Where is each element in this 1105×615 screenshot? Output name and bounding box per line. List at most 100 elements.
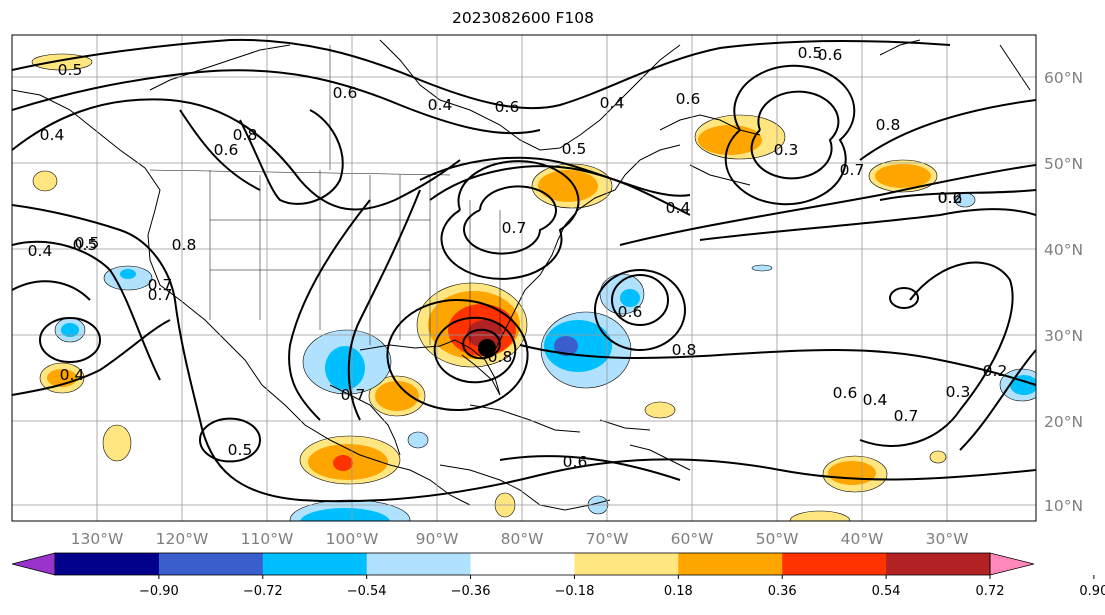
contour-label: 0.7 bbox=[840, 161, 865, 179]
lon-label: 60°W bbox=[671, 530, 714, 548]
map-area bbox=[12, 35, 1036, 521]
lon-label: 130°W bbox=[71, 530, 124, 548]
contour-label: 0.8 bbox=[172, 236, 197, 254]
contour-label: 0.5 bbox=[228, 441, 253, 459]
colorbar-segment bbox=[55, 553, 160, 575]
colorbar-tick-label: 0.54 bbox=[872, 584, 901, 599]
contour-label: 0.2 bbox=[983, 362, 1008, 380]
shaded-fill-positive bbox=[31, 53, 947, 521]
coastlines bbox=[12, 39, 1031, 511]
contour-label: 0.4 bbox=[40, 126, 65, 144]
colorbar-segment bbox=[678, 553, 783, 575]
lat-label: 60°N bbox=[1044, 69, 1083, 87]
fill-orange bbox=[375, 381, 419, 411]
colorbar-segment bbox=[574, 553, 679, 575]
lon-label: 70°W bbox=[586, 530, 629, 548]
contour-label: 0.6 bbox=[938, 189, 963, 207]
colorbar: −0.90 −0.72 −0.54 −0.36 −0.18 0.18 0.36 0.54 0.7… bbox=[11, 552, 1105, 599]
fill-red bbox=[333, 455, 353, 471]
contour-label: 0.8 bbox=[672, 341, 697, 359]
contour-label: 0.5 bbox=[58, 61, 83, 79]
fill-yellow bbox=[32, 170, 58, 192]
fill-orange bbox=[828, 461, 876, 485]
contour-label: 0.6 bbox=[618, 303, 643, 321]
fill-yellow bbox=[644, 401, 676, 419]
lon-label: 90°W bbox=[416, 530, 459, 548]
longitude-labels: 130°W 120°W 110°W 100°W 90°W 80°W 70°W 6… bbox=[71, 530, 969, 548]
lat-label: 20°N bbox=[1044, 413, 1083, 431]
colorbar-tick-label: 0.36 bbox=[768, 584, 797, 599]
contour-label: 0.2 bbox=[938, 189, 963, 207]
colorbar-tick-label: −0.90 bbox=[139, 584, 179, 599]
shaded-fill-negative bbox=[54, 192, 1036, 521]
colorbar-tick-label: 0.18 bbox=[664, 584, 693, 599]
lon-label: 110°W bbox=[241, 530, 294, 548]
contour-labels: 0.60.50.40.50.40.60.80.40.50.60.70.80.70… bbox=[28, 44, 1008, 471]
lat-label: 10°N bbox=[1044, 497, 1083, 515]
fill-orange bbox=[875, 164, 931, 188]
contour-label: 0.4 bbox=[28, 242, 53, 260]
contour-label: 0.7 bbox=[894, 407, 919, 425]
state-borders bbox=[149, 45, 501, 345]
contour-label: 0.4 bbox=[60, 366, 85, 384]
contour-label: 0.7 bbox=[502, 219, 527, 237]
lon-label: 120°W bbox=[156, 530, 209, 548]
contour-label: 0.4 bbox=[600, 94, 625, 112]
colorbar-tick-label: −0.72 bbox=[243, 584, 283, 599]
fill-yellow bbox=[102, 424, 132, 462]
lon-label: 100°W bbox=[326, 530, 379, 548]
colorbar-tick-label: 0.72 bbox=[976, 584, 1005, 599]
fill-blue bbox=[325, 346, 365, 390]
lat-label: 40°N bbox=[1044, 241, 1083, 259]
colorbar-tick-label: −0.18 bbox=[555, 584, 595, 599]
lon-label: 80°W bbox=[501, 530, 544, 548]
contour-label: 0.6 bbox=[818, 46, 843, 64]
lon-label: 30°W bbox=[926, 530, 969, 548]
contour-label: 0.6 bbox=[214, 141, 239, 159]
latitude-labels: 60°N 50°N 40°N 30°N 20°N 10°N bbox=[1044, 69, 1083, 515]
contour-label: 0.6 bbox=[563, 453, 588, 471]
contour-label: 0.4 bbox=[863, 391, 888, 409]
contour-label: 0.7 bbox=[148, 286, 173, 304]
colorbar-segment bbox=[782, 553, 887, 575]
contour-lines bbox=[12, 38, 1036, 503]
fill-blue bbox=[300, 508, 390, 521]
contour-label: 0.7 bbox=[341, 386, 366, 404]
colorbar-tick-label: −0.36 bbox=[451, 584, 491, 599]
map-border bbox=[11, 34, 1037, 522]
fill-yellow bbox=[789, 510, 851, 521]
colorbar-extend-high bbox=[989, 552, 1035, 576]
fill-lightblue bbox=[407, 431, 429, 449]
colorbar-segment bbox=[886, 553, 991, 575]
contour-label: 0.8 bbox=[488, 348, 513, 366]
contour-label: 0.3 bbox=[774, 141, 799, 159]
contour-label: 0.7 bbox=[148, 276, 173, 294]
contour-label: 0.5 bbox=[798, 44, 823, 62]
lon-label: 50°W bbox=[756, 530, 799, 548]
colorbar-tick-label: −0.54 bbox=[347, 584, 387, 599]
colorbar-extend-low bbox=[11, 552, 56, 576]
contour-label: 0.5 bbox=[562, 140, 587, 158]
map-title: 2023082600 F108 bbox=[451, 9, 595, 27]
colorbar-segment bbox=[158, 553, 264, 575]
fill-orange bbox=[538, 170, 598, 202]
colorbar-segment bbox=[470, 553, 575, 575]
contour-label: 0.8 bbox=[233, 126, 258, 144]
lon-label: 40°W bbox=[841, 530, 884, 548]
colorbar-segment bbox=[262, 553, 368, 575]
fill-lightblue bbox=[751, 264, 773, 272]
contour-label: 0.6 bbox=[495, 98, 520, 116]
contour-label: 0.6 bbox=[833, 384, 858, 402]
fill-blue bbox=[120, 269, 136, 279]
fill-blue bbox=[620, 289, 640, 307]
fill-yellow bbox=[929, 450, 947, 464]
colorbar-frame bbox=[54, 552, 991, 576]
contour-label: 0.8 bbox=[876, 116, 901, 134]
contour-label: 0.4 bbox=[428, 96, 453, 114]
colorbar-tick-label: 0.90 bbox=[1079, 584, 1105, 599]
lat-label: 30°N bbox=[1044, 327, 1083, 345]
contour-label: 0.6 bbox=[676, 90, 701, 108]
contour-label: 0.3 bbox=[946, 383, 971, 401]
contour-label: 0.5 bbox=[75, 234, 100, 252]
